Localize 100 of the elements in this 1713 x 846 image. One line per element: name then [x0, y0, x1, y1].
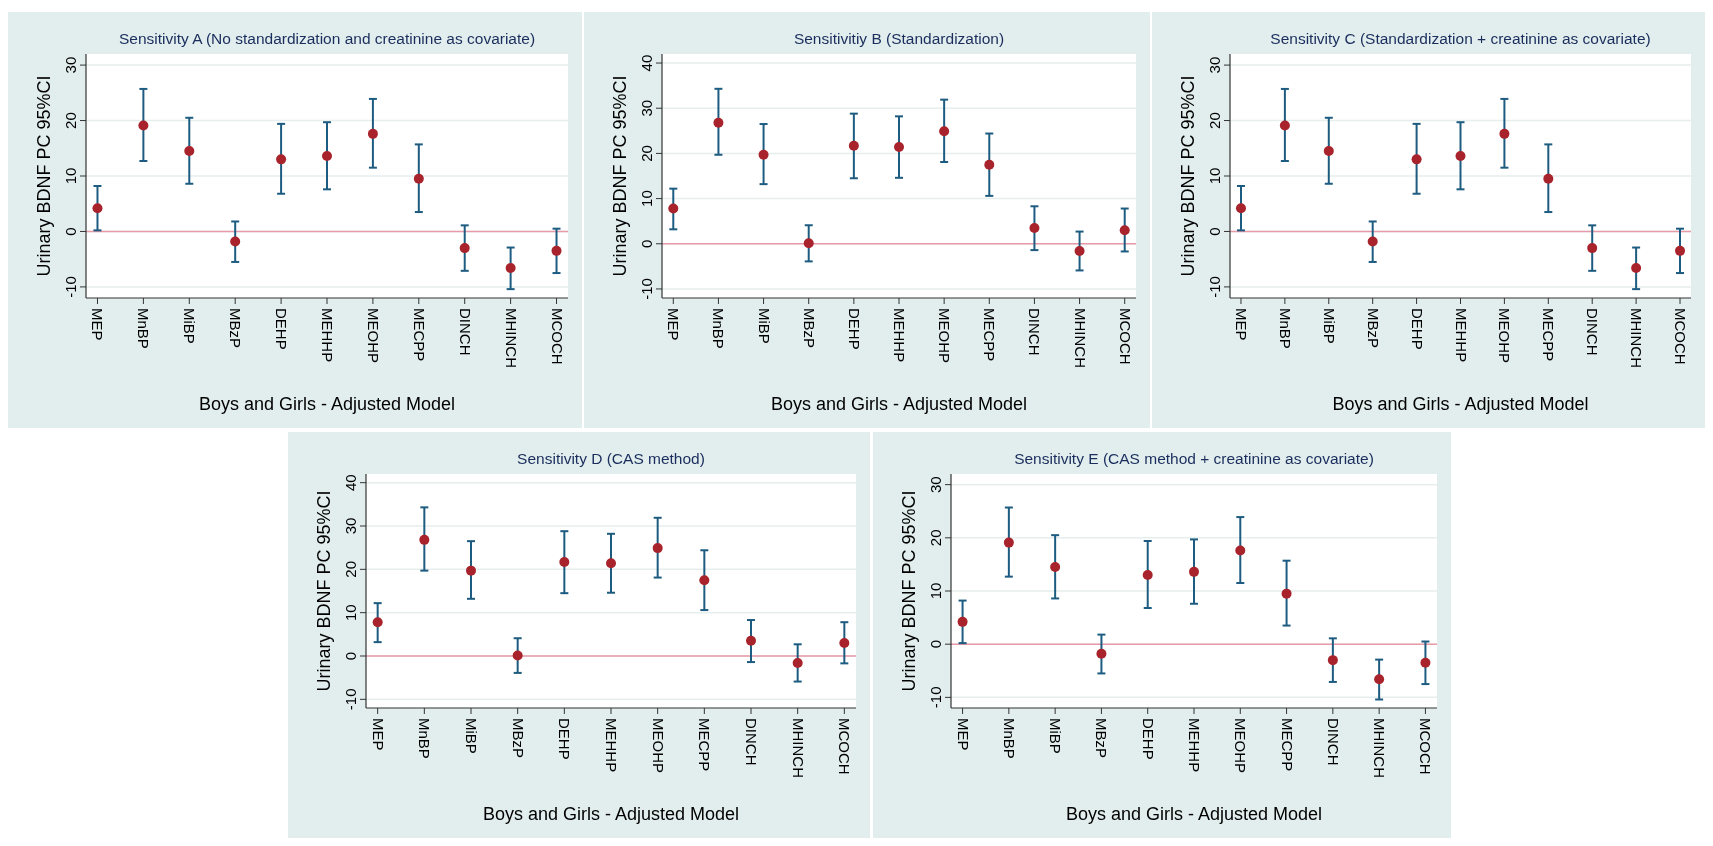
x-axis-title: Boys and Girls - Adjusted Model: [770, 394, 1028, 414]
point: [1327, 655, 1338, 666]
x-tick-label: MCOCH: [1417, 718, 1435, 775]
point: [1367, 236, 1378, 247]
y-tick-label: 40: [342, 474, 359, 492]
y-tick-label: 30: [927, 476, 944, 493]
point: [668, 203, 679, 214]
point: [894, 142, 904, 153]
x-tick-label: MEOHP: [1232, 718, 1250, 774]
x-axis-title: Boys and Girls - Adjusted Model: [198, 394, 456, 414]
point: [413, 173, 424, 184]
y-tick-label: 30: [342, 517, 359, 535]
y-tick-label: 0: [927, 640, 944, 649]
x-tick-label: MBzP: [1093, 718, 1111, 759]
y-tick-label: -10: [62, 276, 79, 298]
point: [1374, 674, 1385, 685]
point: [939, 126, 950, 137]
x-tick-label: MBzP: [509, 718, 527, 759]
point: [606, 558, 616, 569]
x-tick-label: MEP: [89, 308, 107, 341]
point: [1675, 245, 1686, 256]
point: [551, 245, 562, 256]
x-tick-label: MHINCH: [789, 718, 807, 778]
x-tick-label: MiBP: [1320, 308, 1338, 344]
chart-title: Sensitivity C (Standardization + creatinine as covariate): [1270, 30, 1651, 47]
point: [230, 236, 241, 247]
x-tick-label: MBzP: [800, 308, 818, 349]
y-axis-title: Urinary BDNF PC 95%CI: [314, 490, 334, 692]
x-tick-label: MBzP: [227, 308, 245, 349]
point: [184, 146, 195, 157]
x-tick-label: MECPP: [1278, 718, 1296, 772]
point: [1420, 657, 1431, 668]
point: [1142, 570, 1153, 581]
y-tick-label: 30: [62, 56, 79, 74]
chart-title: Sensitivity A (No standardization and creatinine as covariate): [118, 30, 536, 47]
y-tick-label: -10: [638, 278, 655, 300]
point: [1631, 263, 1642, 274]
point: [1050, 562, 1061, 573]
x-tick-label: DEHP: [556, 718, 574, 760]
point: [1029, 222, 1040, 233]
point: [848, 140, 859, 151]
point: [1003, 537, 1014, 548]
point: [758, 149, 769, 160]
x-tick-label: DINCH: [1584, 308, 1602, 356]
x-tick-label: MEHHP: [891, 308, 908, 363]
point: [512, 650, 523, 661]
x-tick-label: MEHHP: [603, 718, 620, 773]
point: [713, 117, 724, 128]
point: [803, 238, 814, 249]
x-tick-label: MnBP: [416, 718, 434, 759]
x-tick-label: MEHHP: [1186, 718, 1203, 773]
x-tick-label: MECPP: [1540, 308, 1558, 362]
x-tick-label: MECPP: [696, 718, 714, 772]
chart-title: Sensitivity E (CAS method + creatinine as covariate): [1014, 450, 1374, 467]
point: [792, 657, 803, 668]
y-tick-label: 20: [342, 560, 359, 578]
x-tick-label: MHINCH: [1071, 308, 1089, 368]
x-tick-label: MiBP: [755, 308, 773, 344]
y-tick-label: 10: [638, 190, 655, 207]
y-tick-label: 10: [927, 582, 944, 600]
y-tick-label: -10: [927, 686, 944, 709]
point: [1096, 648, 1107, 659]
x-tick-label: DEHP: [1408, 308, 1426, 350]
x-tick-label: MBzP: [1364, 308, 1382, 349]
x-tick-label: MCOCH: [548, 308, 566, 365]
y-tick-label: 0: [638, 239, 655, 248]
x-axis-title: Boys and Girls - Adjusted Model: [1065, 804, 1323, 824]
point: [1455, 151, 1466, 162]
point: [746, 635, 756, 646]
point: [1235, 545, 1246, 556]
y-tick-label: 40: [638, 54, 655, 72]
x-tick-label: MiBP: [1047, 718, 1065, 754]
x-tick-label: MnBP: [135, 308, 153, 349]
x-axis-title: Boys and Girls - Adjusted Model: [1332, 394, 1589, 414]
point: [459, 243, 470, 254]
point: [984, 159, 995, 170]
x-tick-label: MiBP: [181, 308, 199, 344]
point: [559, 556, 570, 567]
point: [505, 263, 516, 274]
x-tick-label: DINCH: [456, 308, 474, 356]
x-tick-label: DEHP: [1139, 718, 1157, 760]
x-tick-label: MHINCH: [502, 308, 520, 368]
point: [466, 565, 476, 576]
x-tick-label: MEOHP: [364, 308, 382, 364]
y-axis-title: Urinary BDNF PC 95%CI: [1178, 75, 1198, 277]
y-tick-label: 20: [1206, 112, 1223, 129]
point: [1279, 120, 1290, 131]
point: [699, 575, 710, 586]
y-tick-label: 0: [1206, 227, 1223, 236]
y-axis-title: Urinary BDNF PC 95%CI: [610, 75, 630, 277]
x-tick-label: MECPP: [410, 308, 428, 362]
point: [322, 151, 332, 162]
point: [1235, 203, 1246, 214]
point: [1499, 128, 1510, 139]
x-tick-label: MnBP: [710, 308, 728, 349]
point: [1587, 243, 1598, 254]
x-tick-label: MnBP: [1276, 308, 1294, 349]
point: [1281, 588, 1292, 599]
y-tick-label: -10: [1206, 276, 1223, 298]
x-tick-label: MCOCH: [1116, 308, 1134, 365]
